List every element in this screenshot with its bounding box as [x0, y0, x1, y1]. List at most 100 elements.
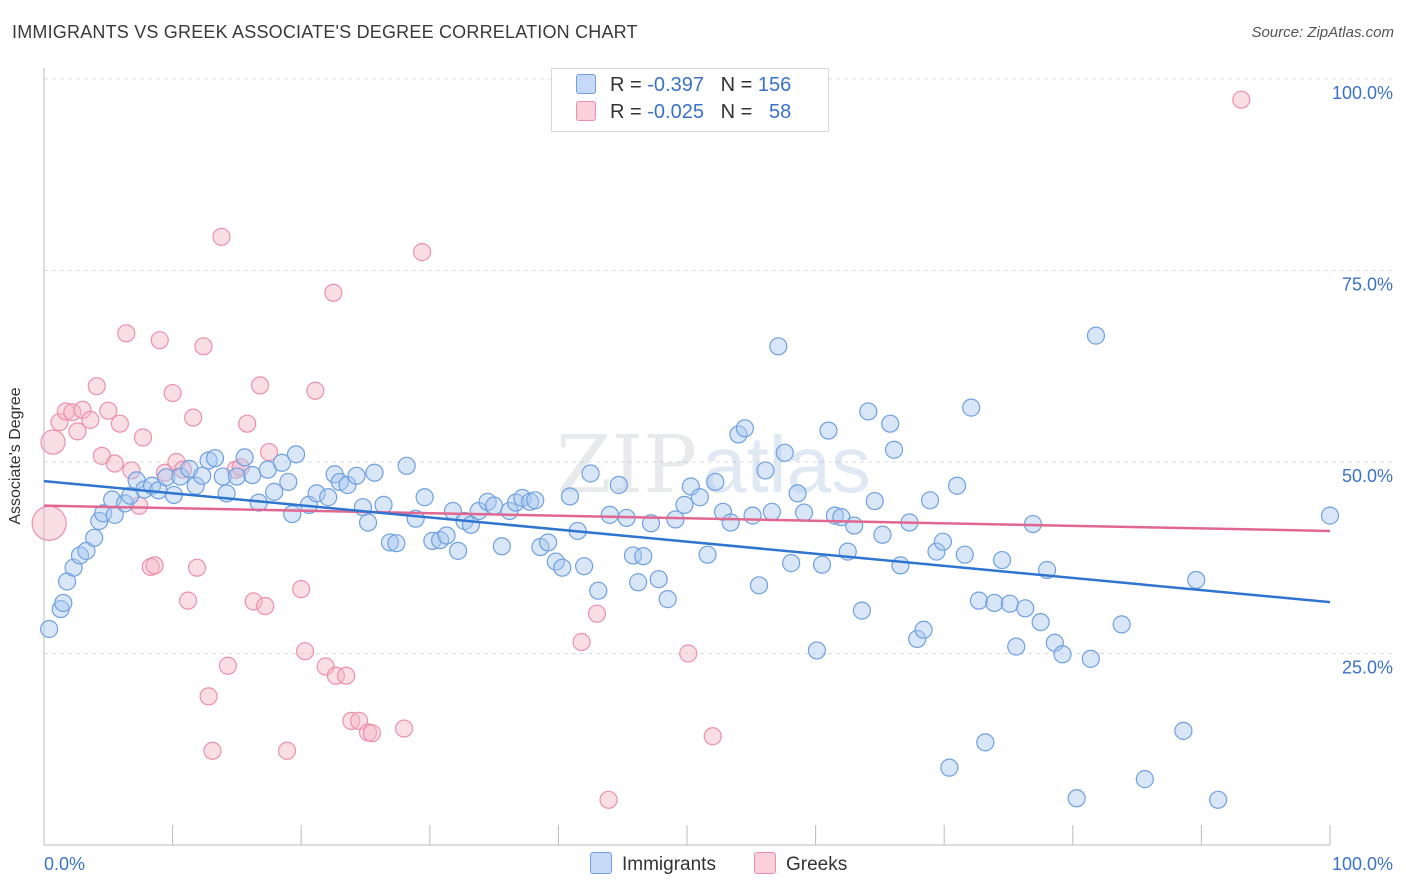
immigrants-point — [272, 453, 292, 472]
watermark-zip: ZIP — [556, 418, 697, 511]
greeks-point — [40, 429, 66, 455]
immigrants-point — [1007, 637, 1026, 656]
x-tick-label: 100.0% — [1332, 854, 1393, 874]
greeks-point — [163, 383, 182, 403]
watermark: ZIP atlas — [556, 418, 871, 511]
immigrants-legend-swatch — [590, 852, 612, 874]
greeks-point — [342, 711, 361, 731]
immigrants-point — [920, 491, 940, 510]
greeks-point — [337, 666, 356, 685]
immigrants-point — [279, 472, 298, 492]
greeks-point — [599, 790, 618, 809]
legend-row-greeks: R = -0.025 N = 58 — [576, 101, 791, 127]
greeks-point — [130, 496, 149, 515]
immigrants-point — [283, 504, 302, 524]
greeks-point — [292, 580, 311, 599]
y-tick-label: 25.0% — [1342, 658, 1393, 678]
immigrants-point — [365, 463, 384, 482]
immigrants-point — [629, 573, 648, 592]
greeks-point — [218, 656, 237, 675]
immigrants-point — [1053, 645, 1072, 664]
immigrants-point — [492, 537, 511, 556]
immigrants-point — [649, 570, 668, 589]
greeks-point — [238, 414, 257, 433]
immigrants-point — [397, 456, 416, 475]
immigrants-point — [940, 758, 959, 777]
greeks-swatch — [576, 101, 596, 121]
chart-title: IMMIGRANTS VS GREEK ASSOCIATE'S DEGREE C… — [12, 22, 638, 42]
immigrants-point — [985, 593, 1004, 613]
greeks-legend-swatch — [754, 852, 776, 874]
immigrants-point — [962, 398, 981, 417]
immigrants-point — [992, 550, 1012, 570]
immigrants-point — [947, 476, 967, 495]
tick-labels: 25.0% 50.0% 75.0% 100.0% 0.0% 100.0% — [44, 83, 1393, 874]
immigrants-point — [762, 502, 781, 521]
immigrants-point — [600, 505, 619, 524]
greeks-point — [99, 401, 118, 420]
greeks-point — [150, 331, 169, 350]
greeks-point — [187, 558, 207, 577]
immigrants-swatch — [576, 74, 596, 94]
immigrants-point — [788, 484, 807, 503]
immigrants-point — [560, 487, 580, 506]
immigrants-point — [506, 493, 526, 512]
immigrants-point — [265, 482, 284, 501]
immigrants-point — [319, 488, 338, 507]
greeks-point — [306, 381, 325, 400]
greeks-point — [81, 410, 100, 429]
immigrants-point — [782, 554, 801, 573]
immigrants-point — [634, 547, 653, 566]
immigrants-point — [641, 514, 661, 533]
immigrants-point — [1112, 615, 1131, 634]
immigrants-point — [1086, 326, 1106, 345]
greeks-point — [194, 337, 213, 356]
watermark-atlas: atlas — [702, 420, 871, 509]
immigrants-point — [1174, 721, 1193, 740]
immigrants-point — [448, 541, 468, 560]
greeks-point — [703, 727, 722, 746]
immigrants-point — [1067, 789, 1086, 808]
immigrants-point — [243, 465, 262, 485]
greeks-point — [145, 556, 164, 575]
immigrants-point — [526, 491, 545, 510]
greeks-point — [259, 442, 279, 462]
immigrants-point — [852, 601, 871, 620]
greeks-point — [1232, 90, 1251, 109]
immigrants-point — [347, 466, 366, 485]
greeks-point — [394, 719, 414, 738]
immigrants-point — [769, 337, 788, 356]
immigrants-point — [609, 475, 628, 495]
immigrants-r-value: -0.397 — [647, 74, 704, 96]
immigrants-point — [1016, 599, 1035, 618]
greeks-point — [244, 592, 263, 611]
immigrants-point — [933, 532, 953, 551]
trend-lines — [43, 479, 1331, 604]
greeks-point — [295, 642, 315, 661]
greeks-point — [326, 666, 346, 685]
immigrants-point — [690, 488, 709, 507]
greeks-point — [68, 422, 87, 441]
greeks-point — [73, 400, 92, 420]
immigrants-point — [706, 472, 725, 492]
immigrants-point — [927, 542, 946, 561]
immigrants-point — [1000, 594, 1019, 613]
greeks-point — [316, 657, 335, 676]
immigrants-point — [485, 496, 504, 515]
immigrants-legend-label: Immigrants — [622, 854, 716, 875]
immigrants-point — [94, 504, 113, 523]
immigrants-point — [976, 733, 995, 752]
greeks-legend-label: Greeks — [786, 854, 848, 875]
greeks-point — [133, 428, 153, 447]
immigrants-point — [193, 466, 212, 485]
source-note: Source: ZipAtlas.com — [1251, 24, 1394, 41]
immigrants-point — [969, 591, 989, 610]
immigrants-point — [430, 531, 450, 550]
immigrants-point — [743, 506, 762, 525]
immigrants-point — [859, 402, 878, 421]
immigrants-point — [721, 513, 740, 532]
greeks-point — [256, 596, 275, 616]
immigrants-point — [775, 443, 794, 462]
immigrants-point — [623, 546, 643, 565]
